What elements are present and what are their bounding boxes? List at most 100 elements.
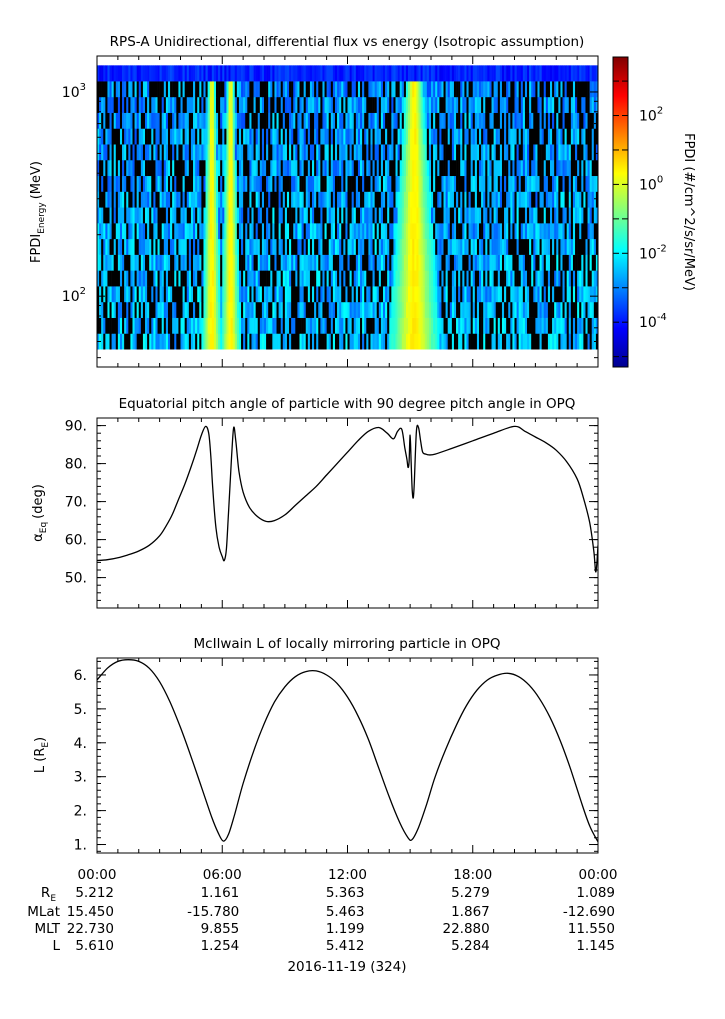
spectrogram-cell: [295, 223, 298, 240]
spectrogram-cell: [382, 128, 386, 145]
spectrogram-cell: [289, 333, 292, 350]
spectrogram-cell: [497, 286, 501, 303]
spectrogram-cell: [353, 254, 357, 271]
spectrogram-cell: [332, 286, 336, 303]
spectrogram-cell: [337, 81, 340, 98]
spectrogram-cell: [353, 175, 357, 192]
spectrogram-cell: [451, 175, 455, 192]
spectrogram-cell: [483, 317, 486, 334]
spectrogram-cell: [524, 65, 528, 82]
spectrogram-cell: [243, 301, 246, 318]
y-tick-label: 2.: [74, 804, 87, 820]
spectrogram-cell: [126, 144, 129, 161]
spectrogram-cell: [554, 159, 557, 177]
spectrogram-cell: [124, 175, 127, 192]
spectrogram-cell: [228, 144, 231, 161]
spectrogram-cell: [382, 317, 386, 334]
spectrogram-cell: [268, 223, 271, 240]
spectrogram-cell: [99, 159, 102, 177]
spectrogram-cell: [103, 159, 106, 177]
spectrogram-cell: [499, 317, 503, 334]
spectrogram-cell: [201, 175, 204, 192]
spectrogram-cell: [218, 65, 221, 82]
spectrogram-cell: [142, 144, 146, 161]
spectrogram-cell: [243, 175, 246, 192]
spectrogram-cell: [182, 128, 185, 145]
spectrogram-cell: [481, 96, 484, 113]
spectrogram-cell: [157, 128, 160, 145]
spectrogram-cell: [387, 317, 390, 334]
spectrogram-cell: [224, 270, 227, 287]
spectrogram-cell: [399, 238, 403, 255]
spectrogram-cell: [101, 159, 104, 177]
spectrogram-cell: [408, 333, 411, 350]
spectrogram-cell: [220, 81, 223, 98]
spectrogram-cell: [234, 191, 238, 208]
spectrogram-cell: [470, 301, 474, 318]
spectrogram-cell: [328, 144, 332, 161]
spectrogram-cell: [197, 128, 200, 145]
spectrogram-cell: [441, 96, 444, 113]
spectrogram-cell: [543, 128, 547, 145]
spectrogram-cell: [188, 96, 192, 113]
spectrogram-cell: [474, 159, 478, 177]
spectrogram-cell: [299, 317, 302, 334]
spectrogram-cell: [299, 286, 302, 303]
spectrogram-cell: [220, 96, 223, 113]
spectrogram-cell: [462, 333, 465, 350]
spectrogram-cell: [449, 333, 453, 350]
spectrogram-cell: [105, 317, 108, 334]
spectrogram-cell: [349, 301, 352, 318]
spectrogram-cell: [97, 96, 100, 113]
spectrogram-cell: [347, 81, 350, 98]
spectrogram-cell: [504, 96, 507, 113]
spectrogram-cell: [241, 317, 244, 334]
spectrogram-cell: [347, 270, 350, 287]
spectrogram-cell: [345, 270, 348, 287]
spectrogram-cell: [589, 333, 593, 350]
spectrogram-cell: [422, 254, 426, 271]
spectrogram-cell: [357, 144, 361, 161]
spectrogram-cell: [595, 223, 599, 240]
spectrogram-cell: [182, 270, 185, 287]
spectrogram-cell: [397, 112, 400, 129]
spectrogram-cell: [360, 81, 363, 98]
x-tick-label: 00:00: [78, 867, 117, 883]
spectrogram-cell: [376, 96, 380, 113]
spectrogram-cell: [228, 96, 231, 113]
spectrogram-cell: [575, 112, 578, 129]
spectrogram-cell: [533, 207, 536, 224]
spectrogram-cell: [209, 65, 213, 82]
spectrogram-cell: [514, 286, 517, 303]
spectrogram-cell: [380, 128, 384, 145]
spectrogram-cell: [527, 254, 530, 271]
spectrogram-cell: [408, 286, 411, 303]
spectrogram-cell: [184, 270, 188, 287]
spectrogram-cell: [428, 223, 432, 240]
spectrogram-cell: [170, 112, 173, 129]
spectrogram-cell: [485, 81, 488, 98]
spectrogram-cell: [272, 144, 275, 161]
spectrogram-cell: [157, 175, 160, 192]
spectrogram-cell: [264, 96, 267, 113]
spectrogram-cell: [147, 65, 150, 82]
spectrogram-cell: [115, 301, 119, 318]
spectrogram-cell: [420, 191, 423, 208]
spectrogram-cell: [188, 207, 192, 224]
spectrogram-cell: [391, 144, 394, 161]
spectrogram-cell: [593, 270, 597, 287]
spectrogram-cell: [255, 286, 259, 303]
spectrogram-cell: [389, 144, 392, 161]
spectrogram-cell: [489, 238, 492, 255]
spectrogram-cell: [174, 223, 177, 240]
spectrogram-cell: [447, 144, 451, 161]
spectrogram-cell: [493, 175, 497, 192]
spectrogram-cell: [579, 81, 582, 98]
spectrogram-cell: [232, 81, 236, 98]
x-axis-time-labels: 00:00 06:00 12:00 18:00 00:00: [78, 867, 618, 883]
spectrogram-cell: [113, 144, 117, 161]
spectrogram-cell: [270, 191, 273, 208]
spectrogram-cell: [589, 65, 593, 82]
spectrogram-cell: [247, 333, 250, 350]
spectrogram-cell: [506, 175, 509, 192]
